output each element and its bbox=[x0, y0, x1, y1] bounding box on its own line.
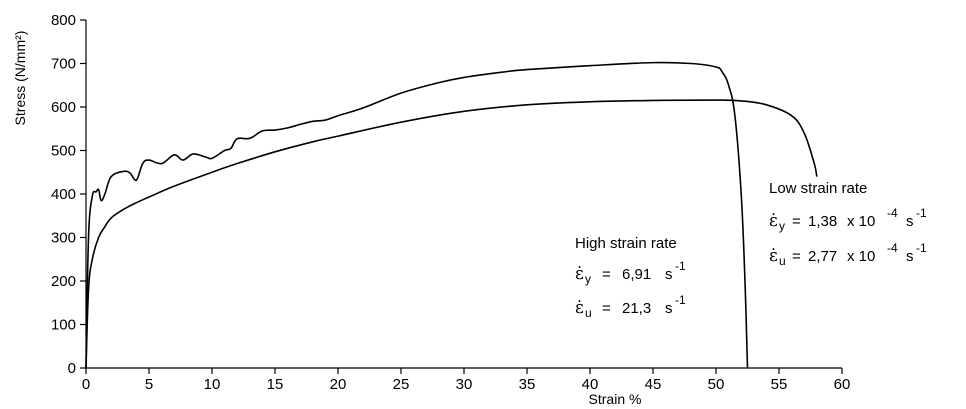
x-tick-label: 45 bbox=[645, 376, 662, 393]
y-tick-label: 100 bbox=[51, 317, 76, 334]
rate-exponent: -4 bbox=[887, 241, 898, 255]
x-tick-label: 15 bbox=[267, 376, 284, 393]
y-ticks: 0 100 200 300 400 500 600 700 800 bbox=[51, 12, 86, 377]
rate-equals: = bbox=[602, 266, 611, 283]
x-tick-label: 35 bbox=[519, 376, 536, 393]
axes: 0 5 10 15 20 25 30 35 40 45 50 55 60 0 100 200 300 400 50… bbox=[51, 12, 850, 393]
rate-subscript: y bbox=[779, 219, 785, 233]
series-layer bbox=[85, 61, 818, 369]
rate-exponent: -1 bbox=[675, 259, 686, 273]
y-tick-label: 200 bbox=[51, 273, 76, 290]
rate-subscript: y bbox=[585, 272, 591, 286]
y-tick-label: 0 bbox=[68, 360, 76, 377]
x-tick-label: 40 bbox=[582, 376, 599, 393]
x-ticks: 0 5 10 15 20 25 30 35 40 45 50 55 60 bbox=[82, 368, 851, 393]
y-axis-title: Stress (N/mm²) bbox=[12, 31, 28, 126]
rate-unit: s bbox=[906, 213, 914, 230]
series-label-low: Low strain rate bbox=[769, 180, 867, 197]
rate-unit: s bbox=[665, 266, 673, 283]
x-tick-label: 20 bbox=[330, 376, 347, 393]
rate-unit: s bbox=[906, 248, 914, 265]
series-line-low-strain-rate bbox=[85, 61, 749, 369]
rate-exponent-2: -1 bbox=[916, 206, 927, 220]
rate-symbol: ε̇ bbox=[575, 264, 584, 284]
rate-line-high-yield: ε̇ y = 6,91 s -1 bbox=[575, 259, 686, 286]
y-tick-label: 800 bbox=[51, 12, 76, 29]
rate-equals: = bbox=[792, 248, 801, 265]
rate-exponent-2: -1 bbox=[916, 241, 927, 255]
x-tick-label: 50 bbox=[708, 376, 725, 393]
y-tick-label: 500 bbox=[51, 143, 76, 160]
rate-equals: = bbox=[602, 300, 611, 317]
rate-equals: = bbox=[792, 213, 801, 230]
rate-multiplier: x 10 bbox=[847, 248, 875, 265]
rate-exponent: -1 bbox=[675, 293, 686, 307]
rate-line-high-ultimate: ε̇ u = 21,3 s -1 bbox=[575, 293, 686, 320]
rate-line-low-ultimate: ε̇ u = 2,77 x 10 -4 s -1 bbox=[769, 241, 927, 268]
x-tick-label: 60 bbox=[834, 376, 851, 393]
y-tick-label: 600 bbox=[51, 99, 76, 116]
x-tick-label: 0 bbox=[82, 376, 90, 393]
series-line-high-strain-rate bbox=[85, 99, 818, 369]
x-tick-label: 25 bbox=[393, 376, 410, 393]
rate-subscript: u bbox=[779, 254, 786, 268]
x-axis-title: Strain % bbox=[589, 391, 642, 407]
series-label-high: High strain rate bbox=[575, 235, 677, 252]
rate-symbol: ε̇ bbox=[769, 246, 778, 266]
annotation-high-strain-rate: High strain rate ε̇ y = 6,91 s -1 ε̇ u =… bbox=[575, 235, 686, 320]
rate-line-low-yield: ε̇ y = 1,38 x 10 -4 s -1 bbox=[769, 206, 927, 233]
rate-value: 2,77 bbox=[808, 248, 837, 265]
rate-value: 21,3 bbox=[622, 300, 651, 317]
x-tick-label: 5 bbox=[145, 376, 153, 393]
annotation-low-strain-rate: Low strain rate ε̇ y = 1,38 x 10 -4 s -1… bbox=[769, 180, 927, 268]
rate-value: 6,91 bbox=[622, 266, 651, 283]
x-tick-label: 10 bbox=[204, 376, 221, 393]
y-tick-label: 400 bbox=[51, 186, 76, 203]
rate-unit: s bbox=[665, 300, 673, 317]
rate-symbol: ε̇ bbox=[769, 211, 778, 231]
rate-multiplier: x 10 bbox=[847, 213, 875, 230]
y-tick-label: 700 bbox=[51, 56, 76, 73]
rate-exponent: -4 bbox=[887, 206, 898, 220]
x-tick-label: 55 bbox=[771, 376, 788, 393]
rate-symbol: ε̇ bbox=[575, 298, 584, 318]
y-tick-label: 300 bbox=[51, 230, 76, 247]
x-tick-label: 30 bbox=[456, 376, 473, 393]
rate-subscript: u bbox=[585, 306, 592, 320]
rate-value: 1,38 bbox=[808, 213, 837, 230]
